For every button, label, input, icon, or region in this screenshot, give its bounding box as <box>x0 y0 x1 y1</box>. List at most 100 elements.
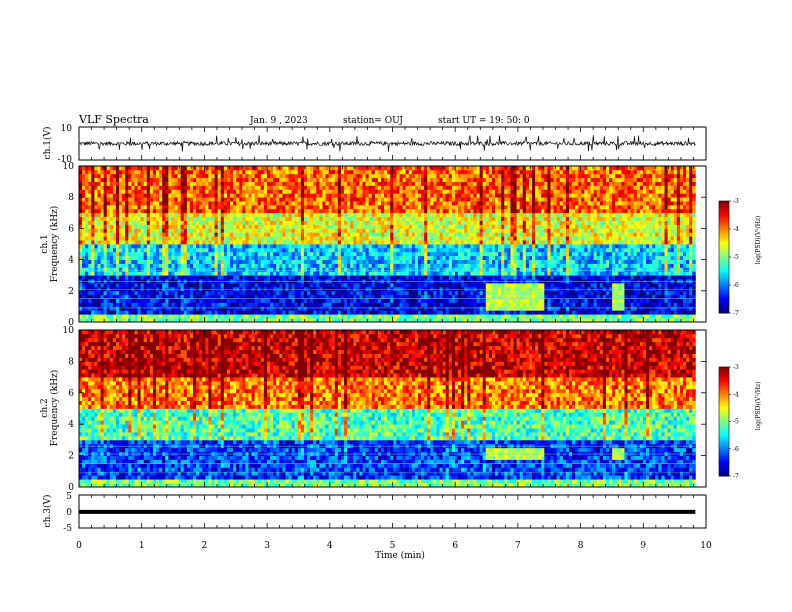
spectrogram-cell <box>297 306 302 311</box>
spectrogram-cell <box>189 263 194 268</box>
spectrogram-cell <box>162 318 166 323</box>
spectrogram-cell <box>322 275 326 280</box>
spectrogram-cell <box>439 216 444 221</box>
spectrogram-cell <box>128 244 132 249</box>
spectrogram-cell <box>119 290 123 296</box>
spectrogram-cell <box>214 208 219 214</box>
spectrogram-cell <box>193 169 197 175</box>
spectrogram-cell <box>442 181 447 186</box>
spectrogram-cell <box>359 236 363 241</box>
spectrogram-cell <box>402 244 407 249</box>
spectrogram-cell <box>436 193 440 198</box>
spectrogram-cell <box>146 247 151 253</box>
spectrogram-cell <box>134 185 138 190</box>
spectrogram-cell <box>266 228 271 233</box>
spectrogram-cell <box>79 185 83 190</box>
spectrogram-cell <box>186 310 191 315</box>
spectrogram-cell <box>393 275 397 280</box>
spectrogram-cell <box>303 169 308 175</box>
spectrogram-cell <box>109 255 114 260</box>
spectrogram-cell <box>270 220 274 225</box>
spectrogram-cell <box>263 310 268 315</box>
spectrogram-cell <box>254 177 259 182</box>
spectrogram-cell <box>199 177 203 182</box>
spectrogram-cell <box>405 244 410 249</box>
spectrogram-cell <box>340 173 345 179</box>
spectrogram-cell <box>331 251 336 257</box>
spectrogram-cell <box>205 244 209 249</box>
spectrogram-cell <box>408 259 413 264</box>
spectrogram-cell <box>152 208 157 214</box>
spectrogram-cell <box>390 224 394 229</box>
spectrogram-cell <box>103 189 108 194</box>
spectrogram-cell <box>270 193 274 198</box>
spectrogram-cell <box>424 236 428 241</box>
spectrogram-cell <box>347 240 351 245</box>
spectrogram-cell <box>417 181 422 186</box>
spectrogram-cell <box>331 290 336 296</box>
spectrogram-cell <box>430 267 434 272</box>
spectrogram-cell <box>260 236 265 241</box>
spectrogram-cell <box>387 185 391 190</box>
spectrogram-cell <box>303 193 308 198</box>
spectrogram-cell <box>285 173 289 179</box>
spectrogram-cell <box>291 244 296 249</box>
spectrogram-cell <box>112 232 117 237</box>
spectrogram-cell <box>143 236 148 241</box>
spectrogram-cell <box>79 240 83 245</box>
spectrogram-cell <box>226 173 231 179</box>
spectrogram-cell <box>310 201 314 206</box>
spectrogram-cell <box>119 302 123 307</box>
spectrogram-cell <box>393 185 397 190</box>
spectrogram-cell <box>417 201 422 206</box>
spectrogram-cell <box>205 240 209 245</box>
spectrogram-cell <box>199 255 203 260</box>
spectrogram-cell <box>291 232 296 237</box>
spectrogram-cell <box>368 205 373 210</box>
spectrogram-cell <box>230 212 234 218</box>
spectrogram-cell <box>152 201 157 206</box>
spectrogram-cell <box>430 247 434 253</box>
spectrogram-cell <box>439 267 444 272</box>
spectrogram-cell <box>451 306 456 311</box>
spectrogram-cell <box>421 310 425 315</box>
spectrogram-cell <box>396 259 400 264</box>
spectrogram-cell <box>88 306 92 311</box>
spectrogram-cell <box>368 240 373 245</box>
spectrogram-cell <box>356 228 360 233</box>
spectrogram-cell <box>208 318 212 323</box>
spectrogram-cell <box>270 318 274 323</box>
spectrogram-cell <box>162 298 166 303</box>
spectrogram-cell <box>115 189 120 194</box>
spectrogram-cell <box>245 271 249 276</box>
spectrogram-cell <box>140 318 145 323</box>
spectrogram-cell <box>211 197 215 202</box>
spectrogram-cell <box>106 263 111 268</box>
spectrogram-cell <box>106 259 111 264</box>
spectrogram-cell <box>273 271 277 276</box>
spectrogram-cell <box>109 294 114 299</box>
spectrogram-cell <box>202 310 206 315</box>
spectrogram-cell <box>270 205 274 210</box>
spectrogram-cell <box>359 314 363 319</box>
spectrogram-cell <box>119 189 123 194</box>
spectrogram-cell <box>134 247 138 253</box>
spectrogram-cell <box>347 205 351 210</box>
spectrogram-cell <box>242 173 246 179</box>
spectrogram-cell <box>125 318 129 323</box>
spectrogram-cell <box>374 169 379 175</box>
spectrogram-cell <box>279 197 283 202</box>
spectrogram-cell <box>242 267 246 272</box>
spectrogram-cell <box>402 228 407 233</box>
spectrogram-cell <box>233 212 237 218</box>
spectrogram-cell <box>303 290 308 296</box>
spectrogram-cell <box>273 166 277 171</box>
spectrogram-cell <box>340 220 345 225</box>
spectrogram-cell <box>183 251 188 257</box>
spectrogram-cell <box>100 247 105 253</box>
spectrogram-cell <box>248 205 252 210</box>
spectrogram-cell <box>294 173 299 179</box>
spectrogram-cell <box>254 318 259 323</box>
spectrogram-cell <box>430 290 434 296</box>
spectrogram-cell <box>371 306 376 311</box>
